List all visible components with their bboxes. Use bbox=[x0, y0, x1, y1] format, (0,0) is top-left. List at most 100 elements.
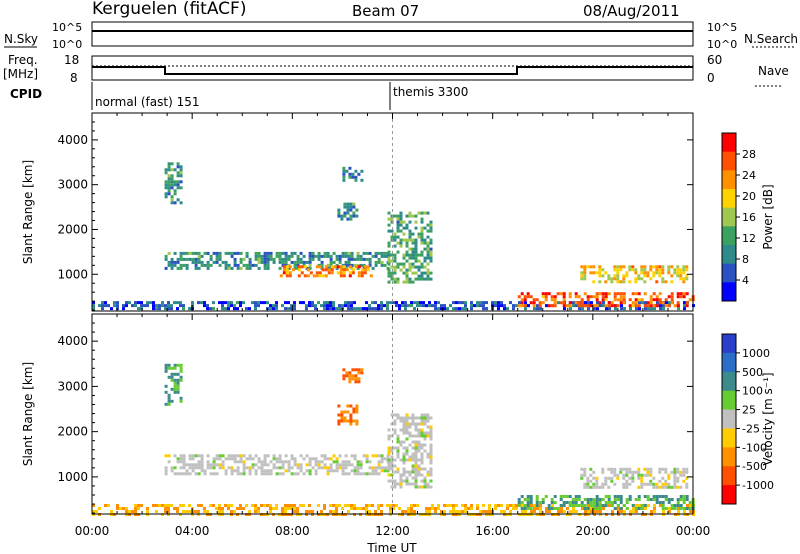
data-cell bbox=[164, 257, 168, 261]
data-cell bbox=[387, 211, 391, 215]
data-cell bbox=[343, 410, 347, 414]
data-cell bbox=[351, 377, 355, 381]
data-cell bbox=[527, 304, 530, 308]
data-cell bbox=[408, 455, 412, 459]
data-cell bbox=[586, 501, 590, 504]
data-cell bbox=[628, 304, 632, 308]
data-cell bbox=[404, 304, 407, 308]
data-cell bbox=[423, 247, 427, 251]
data-cell bbox=[622, 295, 626, 299]
data-cell bbox=[622, 277, 626, 281]
data-cell bbox=[523, 298, 527, 302]
nsky-tick-high: 10^5 bbox=[52, 21, 82, 34]
data-cell bbox=[426, 223, 430, 227]
data-cell bbox=[170, 162, 174, 166]
data-cell bbox=[179, 504, 182, 507]
data-cell bbox=[346, 217, 350, 221]
beam-title: Beam 07 bbox=[352, 2, 419, 20]
data-cell bbox=[649, 479, 653, 483]
data-cell bbox=[230, 454, 234, 458]
data-cell bbox=[414, 425, 418, 429]
data-cell bbox=[420, 265, 424, 269]
data-cell bbox=[545, 304, 548, 308]
data-cell bbox=[575, 510, 578, 513]
data-cell bbox=[428, 510, 431, 513]
data-cell bbox=[529, 495, 533, 498]
data-cell bbox=[420, 434, 424, 438]
feature-late-band bbox=[580, 265, 689, 284]
x-tick-label: 04:00 bbox=[175, 524, 210, 538]
data-cell bbox=[434, 507, 437, 510]
data-cell bbox=[405, 446, 409, 450]
data-cell bbox=[356, 251, 360, 255]
data-cell bbox=[290, 466, 294, 470]
data-cell bbox=[568, 295, 572, 299]
data-cell bbox=[182, 257, 186, 261]
data-cell bbox=[411, 241, 415, 245]
data-cell bbox=[476, 301, 479, 305]
data-cell bbox=[420, 229, 424, 233]
data-cell bbox=[167, 393, 171, 397]
data-cell bbox=[293, 263, 297, 267]
data-cell bbox=[673, 507, 677, 510]
data-cell bbox=[342, 265, 346, 269]
data-cell bbox=[414, 241, 418, 245]
data-cell bbox=[658, 470, 662, 474]
data-cell bbox=[596, 307, 599, 311]
data-cell bbox=[269, 257, 273, 261]
colorbar-segment bbox=[722, 371, 736, 392]
data-cell bbox=[434, 510, 437, 513]
data-cell bbox=[476, 507, 479, 510]
data-cell bbox=[420, 473, 424, 477]
data-cell bbox=[140, 307, 143, 311]
data-cell bbox=[359, 472, 363, 476]
data-cell bbox=[221, 463, 225, 467]
data-cell bbox=[533, 507, 536, 510]
data-cell bbox=[619, 470, 623, 474]
data-cell bbox=[414, 253, 418, 257]
data-cell bbox=[167, 165, 171, 169]
data-cell bbox=[179, 396, 183, 400]
time-axis: 00:00 04:00 08:00 12:00 16:00 20:00 00:00 bbox=[75, 524, 711, 538]
data-cell bbox=[164, 363, 168, 367]
data-cell bbox=[393, 464, 397, 468]
data-cell bbox=[396, 217, 400, 221]
data-cell bbox=[260, 254, 264, 258]
data-cell bbox=[411, 256, 415, 260]
data-cell bbox=[408, 238, 412, 242]
data-cell bbox=[357, 274, 361, 278]
data-cell bbox=[592, 485, 596, 489]
data-cell bbox=[257, 266, 261, 270]
data-cell bbox=[239, 504, 242, 507]
feature-E-region bbox=[92, 301, 695, 311]
data-cell bbox=[170, 375, 174, 379]
data-cell bbox=[405, 458, 409, 462]
data-cell bbox=[179, 378, 183, 382]
data-cell bbox=[387, 253, 391, 257]
data-cell bbox=[408, 482, 412, 486]
data-cell bbox=[628, 495, 632, 498]
data-cell bbox=[426, 434, 430, 438]
data-cell bbox=[682, 467, 686, 471]
date-title: 08/Aug/2011 bbox=[583, 2, 680, 20]
data-cell bbox=[299, 466, 303, 470]
data-cell bbox=[683, 510, 686, 513]
data-cell bbox=[179, 201, 183, 205]
data-cell bbox=[260, 466, 264, 470]
data-cell bbox=[661, 268, 665, 272]
data-cell bbox=[116, 304, 119, 308]
data-cell bbox=[659, 504, 662, 507]
data-cell bbox=[263, 454, 267, 458]
data-cell bbox=[345, 371, 349, 375]
data-cell bbox=[365, 301, 368, 305]
data-cell bbox=[638, 301, 641, 305]
data-cell bbox=[239, 260, 243, 264]
data-cell bbox=[649, 268, 653, 272]
data-cell bbox=[386, 454, 390, 458]
data-cell bbox=[311, 304, 314, 308]
data-cell bbox=[396, 482, 400, 486]
data-cell bbox=[670, 485, 674, 489]
data-cell bbox=[257, 466, 261, 470]
data-cell bbox=[188, 257, 192, 261]
data-cell bbox=[179, 466, 183, 470]
